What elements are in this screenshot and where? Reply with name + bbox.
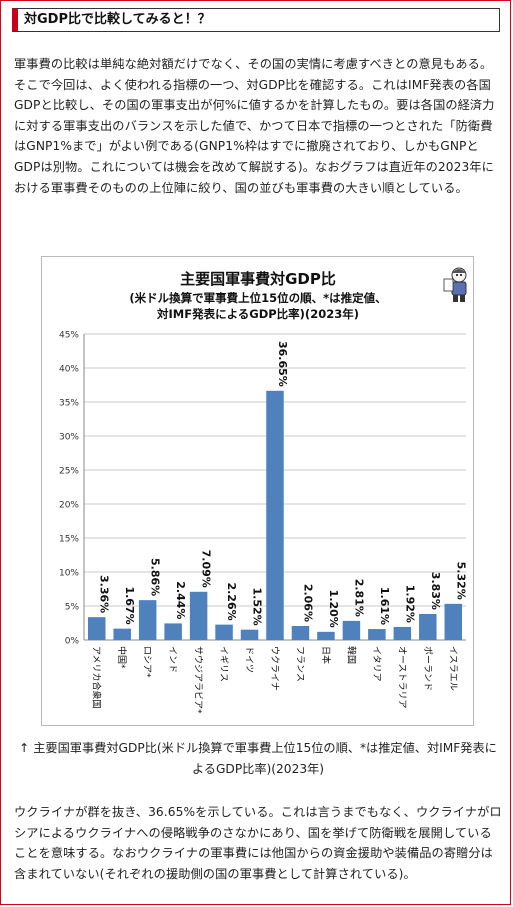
bar — [266, 390, 284, 640]
bar — [215, 624, 233, 640]
x-tick-label: インド — [167, 646, 177, 673]
data-label: 1.52% — [251, 587, 264, 625]
section-heading: 対GDP比で比較してみると！？ — [12, 8, 500, 32]
bar — [444, 603, 463, 640]
x-tick-label: 韓国 — [345, 646, 356, 664]
data-label: 1.20% — [327, 590, 340, 628]
bar — [368, 629, 386, 640]
x-tick-label: イギリス — [218, 646, 229, 682]
x-tick-label: ロシア* — [142, 646, 152, 678]
chart-subtitle-line2: 対IMF発表によるGDP比率)(2023年) — [156, 307, 359, 321]
x-tick-label: 中国* — [116, 646, 128, 669]
x-tick-label: オーストラリア — [396, 646, 407, 709]
bar — [240, 629, 259, 640]
bar — [87, 617, 106, 640]
bar — [419, 613, 437, 640]
y-tick-label: 30% — [59, 433, 79, 443]
intro-paragraph: 軍事費の比較は単純な絶対額だけでなく、その国の実情に考慮すべきとの意見もある。そ… — [14, 57, 495, 195]
x-tick-label: ウクライナ — [269, 646, 280, 691]
x-tick-label: イタリア — [371, 646, 382, 682]
chart-image: 主要国軍事費対GDP比 (米ドル換算で軍事費上位15位の順、*は推定値、 対IMF発… — [41, 256, 474, 726]
x-tick-label: イスラエル — [447, 646, 458, 691]
data-label: 2.06% — [301, 584, 314, 622]
data-label: 1.61% — [378, 587, 391, 625]
bar — [113, 628, 131, 640]
y-tick-label: 10% — [59, 569, 79, 579]
x-tick-label: アメリカ合衆国 — [91, 646, 103, 709]
data-label: 2.26% — [225, 582, 238, 620]
y-tick-label: 20% — [59, 501, 79, 511]
data-label: 7.09% — [200, 550, 213, 588]
x-tick-label: ドイツ — [244, 646, 254, 673]
data-label: 36.65% — [276, 341, 289, 387]
x-tick-label: フランス — [294, 646, 305, 682]
chart-caption: ↑ 主要国軍事費対GDP比(米ドル換算で軍事費上位15位の順、*は推定値、対IM… — [19, 741, 497, 776]
data-label: 3.83% — [429, 572, 442, 610]
bar — [291, 625, 310, 640]
x-tick-label: ポーランド — [422, 646, 433, 691]
bar-chart: 主要国軍事費対GDP比 (米ドル換算で軍事費上位15位の順、*は推定値、対IMF発… — [59, 267, 467, 714]
data-label: 5.32% — [454, 562, 467, 600]
bar — [393, 626, 412, 640]
data-label: 2.81% — [352, 579, 365, 617]
y-tick-label: 25% — [59, 467, 79, 477]
data-label: 2.44% — [174, 581, 187, 619]
chart-title: 主要国軍事費対GDP比 — [180, 270, 336, 288]
closing-paragraph: ウクライナが群を抜き、36.65%を示している。これは言うまでもなく、ウクライナ… — [14, 805, 502, 881]
bar — [138, 600, 157, 640]
bar — [342, 620, 361, 640]
bar — [317, 631, 335, 640]
y-tick-label: 0% — [65, 637, 80, 647]
data-label: 5.86% — [149, 558, 162, 596]
y-tick-label: 45% — [59, 331, 79, 341]
y-tick-label: 40% — [59, 365, 79, 375]
chart-subtitle-line1: (米ドル換算で軍事費上位15位の順、*は推定値、 — [129, 291, 386, 305]
y-tick-label: 15% — [59, 535, 79, 545]
data-label: 3.36% — [98, 575, 111, 613]
x-tick-label: 日本 — [320, 646, 332, 664]
y-tick-label: 35% — [59, 399, 79, 409]
mascot-character-icon — [443, 267, 467, 302]
data-label: 1.92% — [403, 585, 416, 623]
bar — [164, 623, 182, 640]
data-label: 1.67% — [123, 586, 136, 624]
x-tick-label: サウジアラビア* — [193, 646, 204, 714]
y-tick-label: 5% — [65, 603, 80, 613]
bar — [189, 591, 208, 640]
